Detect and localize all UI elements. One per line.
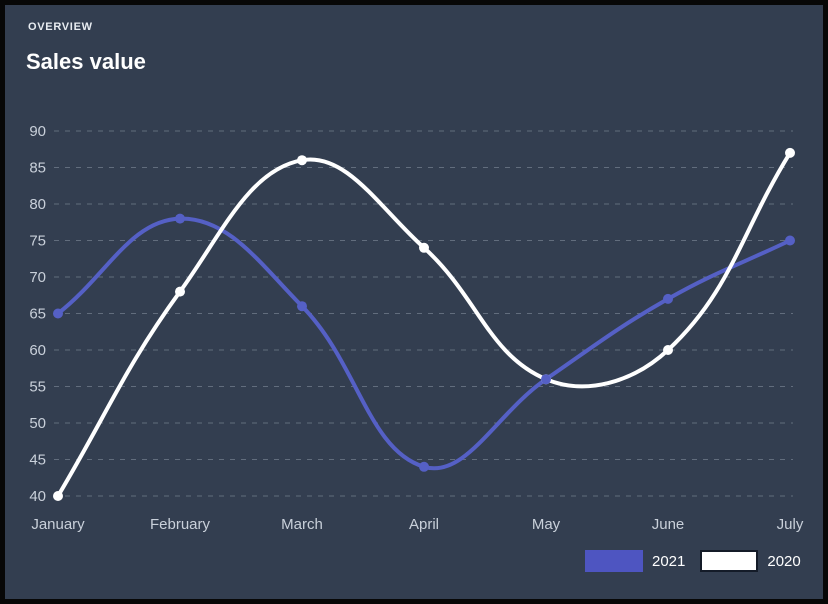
x-axis-label: February	[150, 516, 211, 533]
x-axis-label: June	[652, 516, 685, 533]
legend-swatch-2020	[700, 550, 759, 572]
legend-item-2020[interactable]: 2020	[700, 550, 801, 572]
y-axis-tick-label: 80	[29, 196, 46, 213]
y-axis-tick-label: 65	[29, 306, 46, 323]
data-point-2020	[297, 155, 307, 166]
data-point-2021	[297, 301, 307, 312]
y-axis-tick-label: 45	[29, 452, 46, 469]
data-point-2021	[785, 235, 795, 246]
data-point-2020	[175, 286, 185, 297]
y-axis-tick-label: 40	[29, 488, 46, 505]
x-axis-label: July	[777, 516, 804, 533]
y-axis-tick-label: 90	[29, 123, 46, 140]
x-axis-label: May	[532, 516, 561, 533]
legend-swatch-2021	[585, 550, 643, 572]
y-axis-tick-label: 50	[29, 415, 46, 432]
data-point-2020	[785, 147, 795, 158]
y-axis-tick-label: 75	[29, 233, 46, 250]
x-axis-label: March	[281, 516, 323, 533]
legend-item-2021[interactable]: 2021	[585, 550, 685, 572]
series-line-2021	[56, 216, 792, 471]
y-axis-tick-label: 55	[29, 379, 46, 396]
data-point-2020	[53, 491, 63, 501]
data-point-2021	[663, 293, 673, 304]
data-point-2020	[663, 345, 673, 355]
page-title: Sales value	[26, 49, 146, 74]
y-axis-tick-label: 70	[29, 269, 46, 286]
data-point-2021	[175, 213, 185, 224]
chart-legend: 2021 2020	[585, 550, 801, 572]
legend-label: 2021	[652, 552, 686, 570]
x-axis-label: January	[31, 516, 85, 533]
data-point-2021	[53, 308, 63, 319]
data-point-2021	[419, 461, 429, 472]
overview-label: OVERVIEW	[28, 21, 93, 33]
data-point-2020	[419, 242, 429, 253]
y-axis-tick-label: 85	[29, 160, 46, 177]
legend-label: 2020	[767, 552, 801, 570]
x-axis-label: April	[409, 516, 439, 533]
y-axis-tick-label: 60	[29, 342, 46, 359]
data-point-2021	[541, 374, 551, 385]
